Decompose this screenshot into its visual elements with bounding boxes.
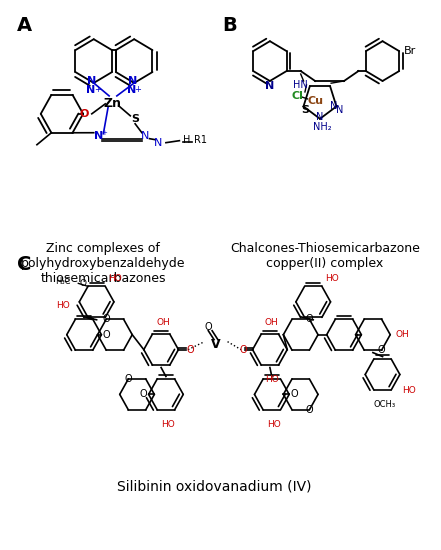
Text: O: O: [378, 345, 385, 355]
Text: N: N: [127, 85, 136, 95]
Text: HO: HO: [161, 420, 175, 429]
Text: A: A: [17, 16, 32, 35]
Text: HO: HO: [265, 376, 279, 384]
Text: Br: Br: [404, 46, 416, 56]
Text: Zinc complexes of
polyhydroxybenzaldehyde
thiosemicarbazones: Zinc complexes of polyhydroxybenzaldehyd…: [21, 242, 186, 285]
Text: N: N: [154, 138, 162, 147]
Text: O: O: [102, 314, 110, 324]
Text: N: N: [316, 112, 324, 122]
Text: N: N: [127, 76, 137, 86]
Text: S: S: [131, 114, 139, 124]
Text: O: O: [306, 314, 313, 324]
Text: Silibinin oxidovanadium (IV): Silibinin oxidovanadium (IV): [117, 480, 311, 494]
Text: O: O: [80, 279, 86, 288]
Text: OH: OH: [395, 330, 409, 339]
Text: Zn: Zn: [104, 97, 122, 111]
Text: +: +: [101, 130, 107, 136]
Text: HO: HO: [108, 274, 122, 283]
Text: +: +: [135, 85, 142, 94]
Text: Cu: Cu: [307, 96, 323, 106]
Text: S: S: [301, 105, 309, 115]
Text: O: O: [306, 405, 313, 415]
Text: O: O: [140, 389, 148, 399]
Text: Cl: Cl: [292, 91, 304, 101]
Text: C: C: [17, 255, 31, 274]
Text: N: N: [330, 101, 337, 112]
Text: N: N: [141, 131, 149, 141]
Text: HO: HO: [325, 274, 339, 283]
Text: N: N: [87, 76, 97, 86]
Text: R1: R1: [194, 135, 207, 145]
Text: OH: OH: [265, 318, 279, 327]
Text: O: O: [239, 345, 247, 355]
Text: N: N: [86, 85, 95, 95]
Text: O: O: [205, 322, 212, 332]
Text: N: N: [265, 81, 275, 91]
Text: O: O: [124, 374, 132, 384]
Text: N: N: [336, 105, 344, 115]
Text: N: N: [94, 131, 103, 141]
Text: H: H: [183, 135, 191, 145]
Text: V: V: [211, 338, 221, 351]
Text: HO: HO: [267, 420, 280, 429]
Text: O: O: [102, 329, 110, 340]
Text: +: +: [94, 85, 101, 94]
Text: HO: HO: [402, 387, 416, 395]
Text: B: B: [222, 16, 236, 35]
Text: OH: OH: [156, 318, 170, 327]
Text: O: O: [79, 109, 89, 119]
Text: O: O: [290, 389, 298, 399]
Text: HO: HO: [56, 301, 70, 310]
Text: H₃C: H₃C: [55, 277, 71, 286]
Text: HN: HN: [293, 80, 308, 90]
Text: O: O: [186, 345, 194, 355]
Text: NH₂: NH₂: [313, 122, 331, 132]
Text: Chalcones-Thiosemicarbazone
copper(II) complex: Chalcones-Thiosemicarbazone copper(II) c…: [230, 242, 420, 270]
Text: OCH₃: OCH₃: [374, 400, 396, 409]
